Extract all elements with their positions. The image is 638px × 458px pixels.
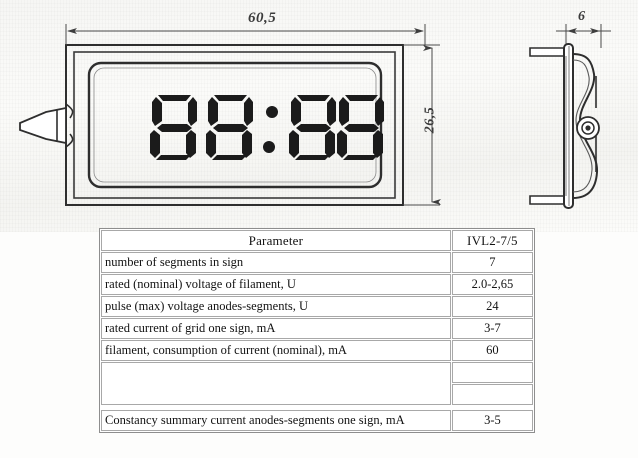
side-view-face-plate — [563, 43, 574, 209]
display-window — [87, 61, 383, 189]
param-label: pulse (max) voltage anodes-segments, U — [101, 296, 451, 317]
param-label: number of segments in sign — [101, 252, 451, 273]
side-view-top-flange — [529, 47, 567, 57]
table-spacer-row — [101, 406, 533, 409]
side-view-bottom-flange — [529, 195, 567, 205]
param-value-empty — [451, 362, 533, 383]
parameter-table: Parameter IVL2-7/5 number of segments in… — [99, 228, 535, 433]
dimension-width-label: 60,5 — [248, 10, 277, 26]
table-row-empty — [101, 362, 533, 405]
table-row: rated current of grid one sign, mA 3-7 — [101, 318, 533, 339]
dimension-depth-label: 6 — [578, 9, 586, 24]
table-row: filament, consumption of current (nomina… — [101, 340, 533, 361]
front-view — [19, 44, 404, 206]
param-value: 2.0-2,65 — [451, 274, 533, 295]
param-label: Constancy summary current anodes-segment… — [101, 410, 451, 431]
param-label: filament, consumption of current (nomina… — [101, 340, 451, 361]
parameter-table-container: Parameter IVL2-7/5 number of segments in… — [99, 228, 535, 433]
spacer-cell-right — [451, 406, 533, 409]
colon-separator — [263, 106, 278, 153]
param-value-empty — [451, 384, 533, 405]
bezel-inner-frame — [73, 51, 396, 199]
dimension-height — [403, 44, 441, 206]
seven-segment-digit-3 — [289, 95, 336, 160]
header-value: IVL2-7/5 — [451, 230, 533, 251]
dimension-width — [65, 24, 426, 45]
param-value: 3-5 — [451, 410, 533, 431]
seven-segment-digit-4 — [337, 95, 384, 160]
param-value: 7 — [451, 252, 533, 273]
table-row: number of segments in sign 7 — [101, 252, 533, 273]
technical-drawing: 60,5 26,5 6 — [19, 9, 611, 209]
param-value: 24 — [451, 296, 533, 317]
left-lead-connector — [19, 103, 74, 148]
dimension-height-label: 26,5 — [422, 106, 438, 134]
param-value: 60 — [451, 340, 533, 361]
header-parameter: Parameter — [101, 230, 451, 251]
side-view-mounting-boss — [576, 116, 600, 140]
side-view-body-inner-line — [572, 59, 593, 193]
spacer-cell-left — [101, 406, 451, 409]
param-label: rated current of grid one sign, mA — [101, 318, 451, 339]
seven-segment-digit-2 — [206, 95, 253, 160]
table-row: pulse (max) voltage anodes-segments, U 2… — [101, 296, 533, 317]
table-row-empty — [101, 384, 533, 405]
blank-parameter-block — [101, 362, 451, 405]
param-value: 3-7 — [451, 318, 533, 339]
display-window-inner-outline — [93, 67, 377, 183]
seven-segment-digit-1 — [150, 95, 197, 160]
param-label: rated (nominal) voltage of filament, U — [101, 274, 451, 295]
table-row: rated (nominal) voltage of filament, U 2… — [101, 274, 533, 295]
side-view — [529, 43, 600, 209]
table-row: Constancy summary current anodes-segment… — [101, 410, 533, 431]
drawing-svg — [19, 24, 611, 209]
table-header-row: Parameter IVL2-7/5 — [101, 230, 533, 251]
dimension-depth — [556, 24, 611, 48]
